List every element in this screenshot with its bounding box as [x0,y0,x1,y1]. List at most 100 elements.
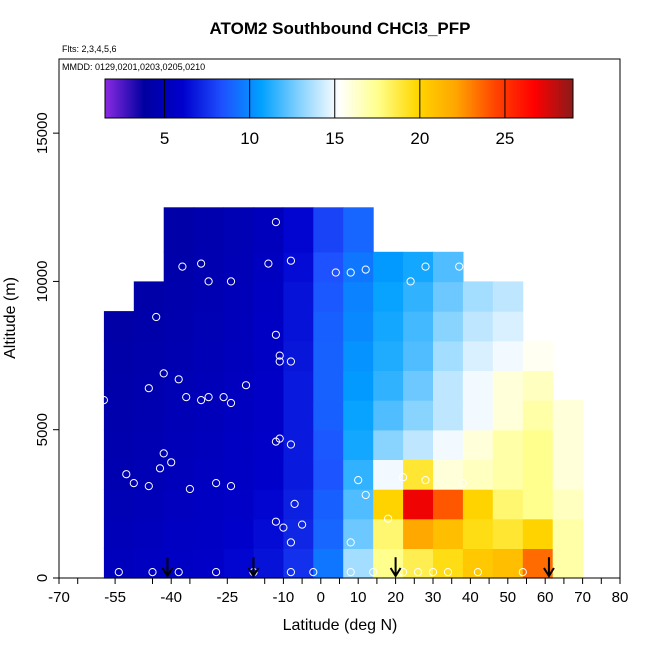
colorbar: 5 10 15 20 25 [104,78,574,148]
heatmap-cell [193,370,225,401]
heatmap-cell [373,400,404,431]
heatmap-cell [163,400,195,431]
sample-point [219,393,228,402]
heatmap-cell [552,400,584,431]
sample-points [84,209,527,577]
heatmap-cell [373,251,404,283]
sample-point [331,268,340,277]
heatmap-cell [403,311,434,342]
heatmap-cell [283,429,314,460]
sample-point [279,523,288,532]
sample-point [511,268,520,277]
heatmap-cell [522,518,554,549]
heatmap-cell [103,459,135,490]
y-tick-label: 15000 [34,112,51,154]
sample-point [298,520,307,529]
heatmap-cell [133,429,165,460]
sample-point [226,398,236,408]
heatmap-cell [373,459,404,490]
heatmap-cell [462,400,494,431]
y-tick-label: 0 [34,574,51,582]
sample-point [399,473,408,482]
sample-point [286,538,295,547]
annotation-arrows [161,557,555,578]
sample-point [155,464,165,473]
heatmap-cell [522,489,554,520]
heatmap [103,207,584,579]
heatmap-cell [133,518,165,549]
heatmap-cell [253,281,284,312]
heatmap-cell [163,207,195,253]
heatmap-cell [133,281,165,312]
sample-point [204,393,213,402]
heatmap-cell [462,429,494,460]
heatmap-cell [492,340,524,371]
heatmap-cell [223,429,255,460]
heatmap-cell [403,400,434,431]
heatmap-cell [433,518,464,549]
sample-point [346,538,355,547]
sample-point [346,568,355,577]
sample-point [241,381,251,390]
heatmap-cell [133,400,165,431]
heatmap-cell [223,489,255,520]
heatmap-cell [253,340,284,371]
heatmap-cell [522,370,554,401]
heatmap-cell [163,429,195,460]
heatmap-cell [283,548,314,579]
heatmap-cell [193,311,225,342]
heatmap-cell [193,400,225,431]
heatmap-cell [433,400,464,431]
x-tick-label: 20 [387,589,404,606]
sample-point [286,440,295,449]
heatmap-cell [552,489,584,520]
sample-point [346,268,355,277]
heatmap-cell [163,459,195,490]
heatmap-cell [193,429,225,460]
sample-point [413,568,423,577]
sample-point [174,375,183,384]
heatmap-cell [492,548,524,579]
sample-point [428,568,438,577]
sample-point [226,277,236,286]
heatmap-cell [313,459,344,490]
heatmap-cell [133,370,165,401]
colorbar-tick-label: 25 [495,129,514,148]
arrow-marker [247,557,260,578]
heatmap-cell [103,311,135,342]
heatmap-cell [343,370,374,401]
heatmap-cell [163,281,195,312]
x-tick-label: -25 [216,589,238,606]
sample-point [309,568,318,577]
heatmap-cell [343,207,374,253]
heatmap-cell [433,311,464,342]
heatmap-cell [373,370,404,401]
heatmap-cell [163,340,195,371]
sample-point [477,268,486,277]
heatmap-cell [193,518,225,549]
heatmap-cell [433,429,464,460]
heatmap-cell [133,489,165,520]
x-axis-label: Latitude (deg N) [283,617,398,634]
heatmap-cell [313,518,344,549]
heatmap-cell [373,340,404,371]
heatmap-cell [343,251,374,283]
colorbar-gradient [104,78,574,119]
sample-point [197,396,206,405]
sample-point [406,277,415,286]
heatmap-cell [343,429,374,460]
heatmap-cell [283,207,314,253]
heatmap-cell [552,459,584,490]
heatmap-cell [343,489,374,520]
chart-title: ATOM2 Southbound CHCl3_PFP [210,19,471,38]
sample-point [129,479,138,488]
flights-label: Flts: 2,3,4,5,6 [62,44,117,54]
heatmap-cell [403,251,434,283]
sample-point [354,476,363,485]
heatmap-cell [462,489,494,520]
heatmap-cell [343,400,374,431]
heatmap-cell [223,251,255,283]
heatmap-cell [492,311,524,342]
sample-point [226,482,236,491]
sample-point [286,256,295,265]
